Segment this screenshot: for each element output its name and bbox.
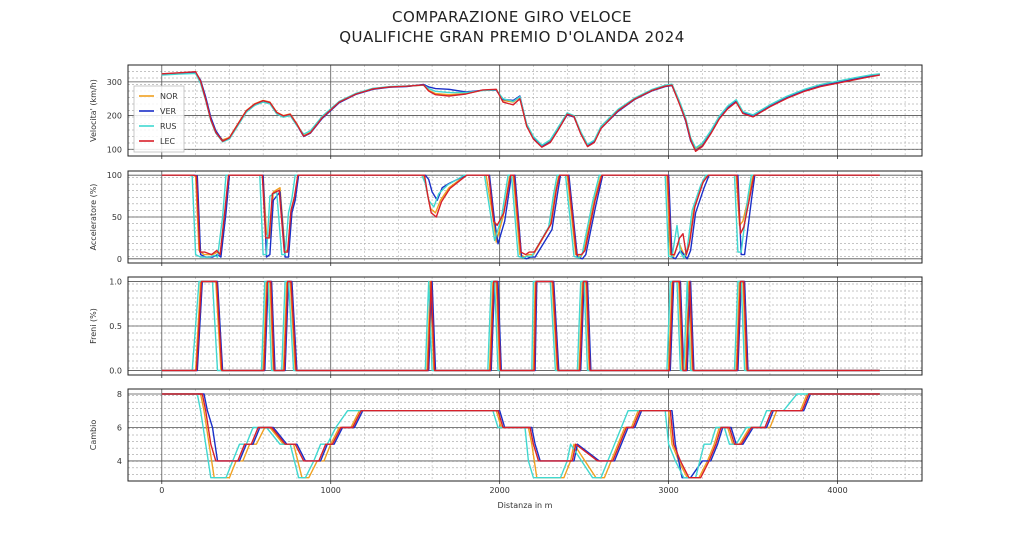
y-tick-label: 0.5: [109, 322, 122, 331]
y-tick-label: 100: [107, 145, 122, 154]
series-line-lec: [161, 71, 880, 152]
chart-title-line2: QUALIFICHE GRAN PREMIO D'OLANDA 2024: [339, 28, 685, 46]
y-axis-label: Velocita' (km/h): [89, 79, 98, 142]
legend-label-ver: VER: [160, 107, 177, 116]
x-tick-label: 0: [159, 486, 164, 495]
y-tick-label: 200: [107, 112, 122, 121]
x-tick-label: 1000: [321, 486, 341, 495]
series-line-lec: [161, 174, 880, 256]
x-tick-label: 4000: [827, 486, 847, 495]
y-tick-label: 100: [107, 171, 122, 180]
y-tick-label: 8: [117, 390, 122, 399]
y-axis-label: Acceleratore (%): [89, 184, 98, 251]
series-line-ver: [161, 393, 880, 479]
y-tick-label: 1.0: [109, 277, 122, 286]
x-axis-label: Distanza in m: [498, 501, 553, 510]
series-line-ver: [161, 71, 880, 152]
y-axis-label: Cambio: [89, 420, 98, 451]
y-tick-label: 300: [107, 78, 122, 87]
y-tick-label: 4: [117, 457, 122, 466]
x-tick-label: 3000: [658, 486, 678, 495]
y-axis-label: Freni (%): [89, 308, 98, 344]
chart-title-line1: COMPARAZIONE GIRO VELOCE: [392, 8, 632, 26]
panel-frame: [127, 170, 923, 264]
series-line-rus: [161, 174, 880, 259]
series-line-ver: [161, 174, 880, 260]
y-tick-label: 50: [112, 213, 122, 222]
series-line-lec: [161, 393, 880, 479]
series-line-rus: [161, 72, 880, 149]
panel-frame: [127, 276, 923, 376]
panel-frame: [127, 388, 923, 482]
y-tick-label: 6: [117, 423, 122, 432]
y-tick-label: 0: [117, 255, 122, 264]
series-line-lec: [161, 280, 880, 372]
y-tick-label: 0.0: [109, 367, 122, 376]
legend-label-lec: LEC: [160, 137, 176, 146]
panel-frame: [127, 64, 923, 157]
legend-label-rus: RUS: [160, 122, 177, 131]
x-tick-label: 2000: [489, 486, 509, 495]
series-line-rus: [161, 393, 880, 479]
series-line-nor: [161, 393, 880, 479]
legend-label-nor: NOR: [160, 92, 178, 101]
